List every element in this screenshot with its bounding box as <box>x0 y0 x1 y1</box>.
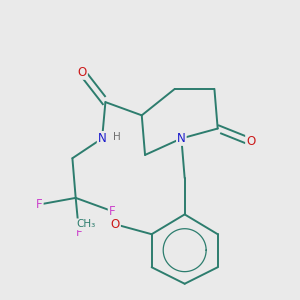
Text: F: F <box>109 205 115 218</box>
Text: N: N <box>98 132 106 145</box>
Text: O: O <box>78 66 87 79</box>
Text: F: F <box>76 226 82 239</box>
Text: F: F <box>36 198 43 211</box>
Text: O: O <box>246 135 255 148</box>
Text: H: H <box>113 132 120 142</box>
Text: O: O <box>111 218 120 231</box>
Text: N: N <box>177 132 186 145</box>
Text: CH₃: CH₃ <box>76 219 95 229</box>
